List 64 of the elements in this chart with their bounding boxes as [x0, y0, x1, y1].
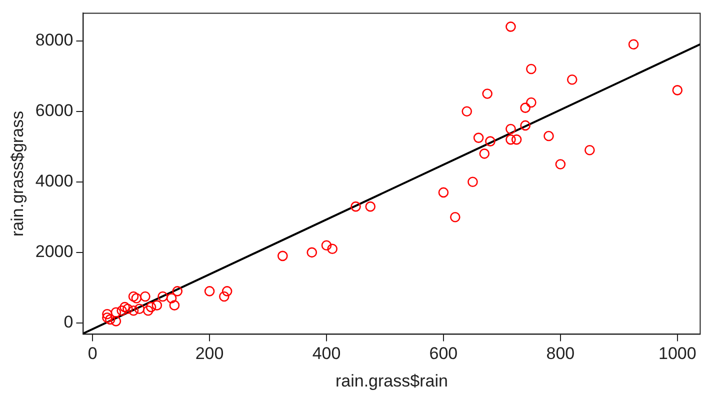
point — [482, 88, 492, 99]
point — [122, 304, 133, 314]
point — [128, 291, 139, 302]
point — [479, 148, 490, 159]
y-tick-label: 4000 — [35, 172, 74, 191]
point — [321, 240, 332, 251]
point — [134, 304, 145, 314]
point — [584, 144, 595, 156]
x-tick-label: 800 — [546, 344, 575, 364]
point — [146, 302, 156, 312]
point — [462, 106, 472, 116]
point — [306, 247, 318, 258]
x-tick-label: 1000 — [658, 344, 696, 364]
x-tick-label: 0 — [88, 344, 98, 364]
point — [204, 286, 215, 296]
y-tick-label: 8000 — [35, 30, 74, 50]
y-tick-label: 2000 — [35, 242, 74, 262]
point — [672, 85, 683, 96]
point — [104, 314, 116, 325]
point — [485, 136, 496, 146]
point — [142, 305, 154, 316]
point — [511, 134, 522, 145]
point — [110, 316, 122, 326]
point — [327, 244, 338, 254]
point — [365, 201, 376, 212]
point — [555, 159, 566, 170]
point — [277, 250, 288, 262]
point — [506, 124, 516, 134]
point — [520, 120, 530, 131]
point — [350, 201, 361, 212]
point — [438, 187, 449, 198]
x-axis-title: rain.grass$rain — [335, 371, 448, 390]
point — [526, 97, 536, 108]
y-tick-label: 6000 — [35, 101, 74, 120]
point — [166, 293, 177, 304]
point — [128, 305, 139, 316]
point — [520, 102, 530, 113]
point — [473, 132, 484, 143]
point — [506, 134, 516, 145]
point — [450, 212, 460, 222]
point — [116, 305, 127, 316]
point — [566, 74, 578, 85]
x-tick-label: 200 — [195, 344, 224, 364]
point — [172, 286, 183, 296]
x-tick-label: 600 — [429, 344, 458, 364]
y-tick-label: 0 — [64, 312, 74, 332]
point — [102, 312, 112, 323]
point — [219, 291, 230, 302]
point — [102, 308, 112, 320]
point — [544, 130, 554, 142]
point — [468, 176, 478, 188]
x-tick-label: 400 — [312, 344, 341, 364]
point — [152, 300, 162, 310]
point — [140, 291, 150, 302]
point — [158, 291, 168, 302]
point — [110, 307, 122, 318]
point — [506, 22, 516, 32]
point — [169, 300, 180, 310]
point — [222, 286, 232, 296]
point — [131, 293, 142, 304]
point — [120, 302, 130, 312]
y-axis-title: rain.grass$grass — [8, 110, 27, 237]
point — [628, 39, 639, 50]
point — [526, 64, 536, 74]
